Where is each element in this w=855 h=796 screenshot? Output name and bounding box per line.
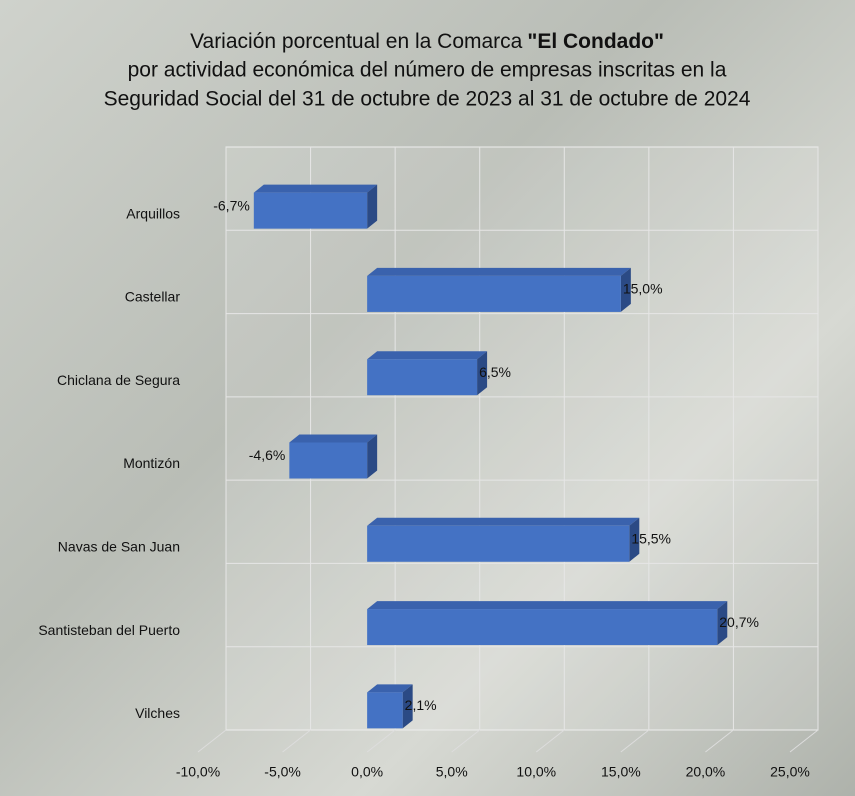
bar-side — [367, 184, 378, 229]
bar-side — [629, 517, 640, 562]
x-tick-label: 25,0% — [770, 764, 810, 780]
bar-top — [367, 684, 413, 693]
bar-side — [367, 434, 378, 479]
data-label: 20,7% — [719, 614, 759, 630]
y-tick-label: Arquillos — [126, 205, 180, 221]
floor-line — [366, 729, 396, 753]
bar — [367, 275, 621, 312]
bar-side — [402, 684, 413, 729]
y-tick-label: Santisteban del Puerto — [38, 622, 180, 638]
y-tick-label: Montizón — [123, 455, 180, 471]
bar-top — [289, 434, 378, 443]
bar-side — [477, 351, 488, 396]
x-tick-label: 10,0% — [516, 764, 556, 780]
bar-top — [367, 517, 640, 526]
data-label: 2,1% — [405, 697, 437, 713]
x-tick-label: 15,0% — [601, 764, 641, 780]
chart-title: Variación porcentual en la Comarca "El Co… — [190, 30, 664, 53]
bar-side — [620, 267, 631, 312]
x-tick-label: 20,0% — [686, 764, 726, 780]
x-tick-label: 5,0% — [436, 764, 468, 780]
floor-line — [789, 729, 819, 753]
bar — [367, 609, 718, 646]
data-label: 6,5% — [479, 364, 511, 380]
floor-line — [620, 729, 650, 753]
bar-top — [367, 351, 488, 360]
bar-top — [367, 267, 631, 276]
title-part: "El Condado" — [527, 30, 664, 53]
floor-line — [705, 729, 734, 753]
y-tick-label: Vilches — [135, 705, 180, 721]
data-label: -6,7% — [213, 197, 250, 213]
floor-line — [535, 729, 565, 753]
x-tick-label: -10,0% — [176, 764, 220, 780]
chart-title: por actividad económica del número de em… — [128, 59, 727, 82]
floor-line — [197, 729, 227, 753]
chart-title: Seguridad Social del 31 de octubre de 20… — [104, 88, 751, 111]
bar — [367, 525, 630, 562]
y-tick-label: Castellar — [125, 289, 181, 305]
x-tick-label: -5,0% — [264, 764, 301, 780]
floor-line — [451, 729, 481, 753]
bar — [367, 692, 403, 729]
floor-line — [282, 729, 311, 753]
bar-top — [367, 601, 728, 610]
y-tick-label: Navas de San Juan — [58, 538, 180, 554]
bar-side — [717, 601, 728, 646]
data-label: -4,6% — [249, 447, 286, 463]
bar — [367, 359, 478, 396]
data-label: 15,0% — [623, 281, 663, 297]
bar — [253, 192, 368, 229]
x-tick-label: 0,0% — [351, 764, 383, 780]
data-label: 15,5% — [631, 530, 671, 546]
bar — [289, 442, 368, 479]
bar-top — [253, 184, 378, 193]
title-part: Variación porcentual en la Comarca — [190, 30, 523, 53]
y-tick-label: Chiclana de Segura — [57, 372, 180, 388]
